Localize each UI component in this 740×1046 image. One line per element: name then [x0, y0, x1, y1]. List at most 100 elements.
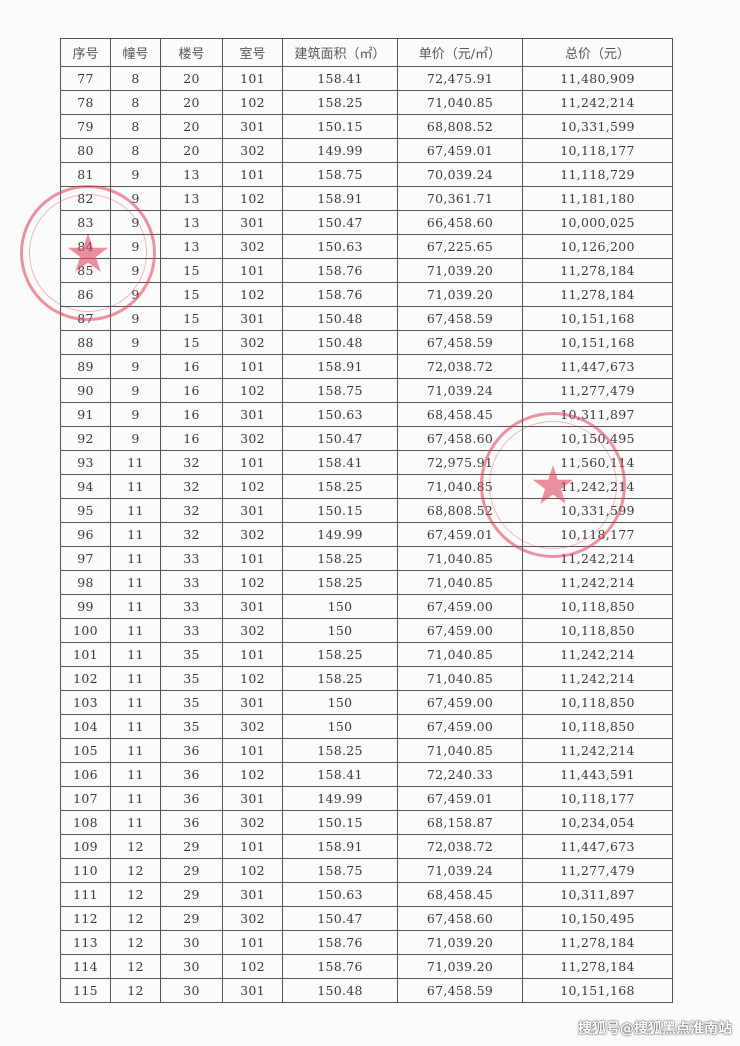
table-cell: 8: [110, 138, 161, 163]
table-row: 94 11 32 102 158.25 71,040.85 11,242,214: [60, 474, 673, 499]
table-cell: 16: [160, 402, 223, 427]
table-cell: 15: [160, 258, 223, 283]
table-cell: 102: [222, 858, 283, 883]
table-row: 111 12 29 301 150.63 68,458.45 10,311,897: [60, 882, 673, 907]
table-cell: 11: [110, 522, 161, 547]
table-row: 109 12 29 101 158.91 72,038.72 11,447,673: [60, 834, 673, 859]
table-cell: 302: [222, 714, 283, 739]
table-cell: 158.75: [282, 378, 398, 403]
table-cell: 68,158.87: [397, 810, 523, 835]
table-cell: 9: [110, 354, 161, 379]
table-cell: 101: [222, 258, 283, 283]
table-cell: 101: [222, 162, 283, 187]
table-row: 115 12 30 301 150.48 67,458.59 10,151,168: [60, 978, 673, 1003]
table-cell: 71,040.85: [397, 738, 523, 763]
table-cell: 158.75: [282, 162, 398, 187]
table-cell: 105: [60, 738, 111, 763]
table-cell: 35: [160, 690, 223, 715]
table-cell: 10,000,025: [522, 210, 673, 235]
table-cell: 72,240.33: [397, 762, 523, 787]
table-cell: 158.25: [282, 546, 398, 571]
table-cell: 11: [110, 594, 161, 619]
table-cell: 99: [60, 594, 111, 619]
table-cell: 32: [160, 522, 223, 547]
table-cell: 158.76: [282, 258, 398, 283]
table-cell: 32: [160, 474, 223, 499]
table-cell: 302: [222, 618, 283, 643]
table-cell: 150.63: [282, 402, 398, 427]
table-cell: 11,447,673: [522, 354, 673, 379]
table-cell: 11: [110, 498, 161, 523]
table-cell: 158.41: [282, 762, 398, 787]
table-cell: 93: [60, 450, 111, 475]
table-cell: 158.41: [282, 66, 398, 91]
table-row: 83 9 13 301 150.47 66,458.60 10,000,025: [60, 210, 673, 235]
table-cell: 86: [60, 282, 111, 307]
table-row: 80 8 20 302 149.99 67,459.01 10,118,177: [60, 138, 673, 163]
table-row: 87 9 15 301 150.48 67,458.59 10,151,168: [60, 306, 673, 331]
table-cell: 11,242,214: [522, 474, 673, 499]
table-row: 88 9 15 302 150.48 67,458.59 10,151,168: [60, 330, 673, 355]
table-row: 108 11 36 302 150.15 68,158.87 10,234,054: [60, 810, 673, 835]
table-cell: 107: [60, 786, 111, 811]
column-header: 总价（元）: [522, 38, 673, 67]
table-cell: 301: [222, 882, 283, 907]
table-cell: 301: [222, 306, 283, 331]
table-cell: 9: [110, 162, 161, 187]
table-cell: 71,039.20: [397, 258, 523, 283]
table-row: 107 11 36 301 149.99 67,459.01 10,118,177: [60, 786, 673, 811]
table-cell: 72,038.72: [397, 834, 523, 859]
table-cell: 11,278,184: [522, 282, 673, 307]
table-cell: 97: [60, 546, 111, 571]
table-cell: 33: [160, 546, 223, 571]
table-cell: 102: [222, 666, 283, 691]
table-cell: 150.15: [282, 810, 398, 835]
table-cell: 12: [110, 930, 161, 955]
table-row: 103 11 35 301 150 67,459.00 10,118,850: [60, 690, 673, 715]
table-cell: 67,458.60: [397, 906, 523, 931]
table-cell: 150.48: [282, 978, 398, 1003]
table-cell: 101: [222, 546, 283, 571]
table-row: 95 11 32 301 150.15 68,808.52 10,331,599: [60, 498, 673, 523]
table-cell: 36: [160, 738, 223, 763]
table-cell: 68,808.52: [397, 114, 523, 139]
table-cell: 158.25: [282, 570, 398, 595]
table-cell: 67,459.00: [397, 690, 523, 715]
table-cell: 11: [110, 450, 161, 475]
table-cell: 15: [160, 306, 223, 331]
table-cell: 158.25: [282, 90, 398, 115]
table-cell: 12: [110, 978, 161, 1003]
table-row: 106 11 36 102 158.41 72,240.33 11,443,591: [60, 762, 673, 787]
table-cell: 71,040.85: [397, 474, 523, 499]
table-cell: 9: [110, 282, 161, 307]
table-cell: 158.25: [282, 474, 398, 499]
table-cell: 11,242,214: [522, 642, 673, 667]
table-cell: 11: [110, 618, 161, 643]
table-cell: 102: [222, 282, 283, 307]
table-cell: 9: [110, 186, 161, 211]
table-cell: 101: [222, 738, 283, 763]
table-row: 97 11 33 101 158.25 71,040.85 11,242,214: [60, 546, 673, 571]
table-cell: 16: [160, 354, 223, 379]
table-cell: 11,242,214: [522, 666, 673, 691]
table-cell: 158.25: [282, 642, 398, 667]
table-cell: 36: [160, 786, 223, 811]
table-cell: 158.76: [282, 930, 398, 955]
table-cell: 84: [60, 234, 111, 259]
table-cell: 71,040.85: [397, 666, 523, 691]
table-header-row: 序号 幢号 楼号 室号 建筑面积（㎡） 单价（元/㎡） 总价（元）: [60, 38, 673, 67]
table-cell: 71,040.85: [397, 90, 523, 115]
table-cell: 102: [222, 570, 283, 595]
table-cell: 10,118,177: [522, 786, 673, 811]
table-cell: 11,480,909: [522, 66, 673, 91]
table-cell: 10,150,495: [522, 426, 673, 451]
table-cell: 13: [160, 210, 223, 235]
watermark: 搜狐号@搜狐黑点淮南站: [578, 1021, 732, 1037]
table-row: 113 12 30 101 158.76 71,039.20 11,278,184: [60, 930, 673, 955]
table-cell: 149.99: [282, 522, 398, 547]
table-cell: 149.99: [282, 138, 398, 163]
table-cell: 10,151,168: [522, 306, 673, 331]
table-cell: 11,560,114: [522, 450, 673, 475]
table-cell: 158.91: [282, 834, 398, 859]
table-cell: 11,242,214: [522, 90, 673, 115]
